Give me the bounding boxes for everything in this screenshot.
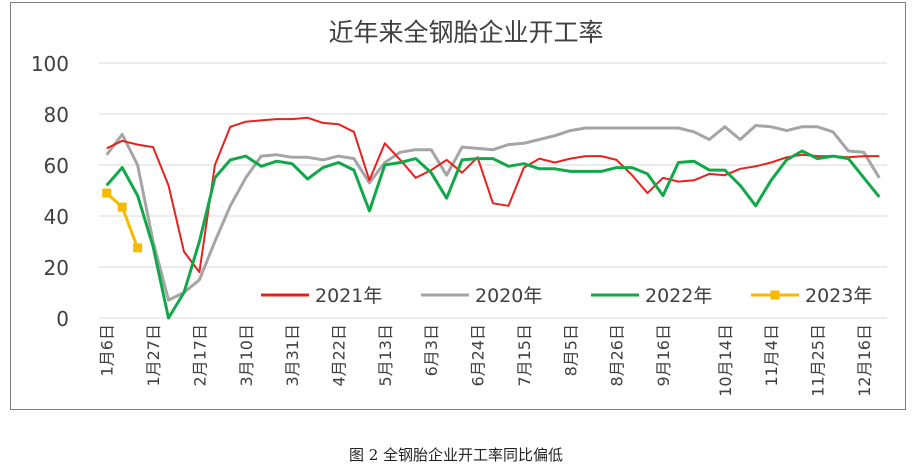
x-tick-label: 4月22日: [329, 324, 348, 387]
legend-label: 2022年: [645, 285, 712, 307]
series-point-3: [102, 188, 112, 198]
legend-label: 2020年: [475, 285, 542, 307]
y-tick-label: 80: [44, 103, 69, 127]
series-line-1: [105, 124, 881, 302]
chart-title: 近年来全钢胎企业开工率: [328, 18, 603, 47]
legend-label: 2023年: [805, 285, 872, 307]
series-line-3: [105, 191, 140, 249]
series-line-2: [105, 149, 881, 320]
y-tick-label: 0: [56, 307, 69, 331]
legend-label: 2021年: [315, 285, 382, 307]
y-tick-label: 60: [44, 154, 69, 178]
legend-marker: [770, 290, 780, 300]
x-tick-label: 6月3日: [422, 324, 441, 376]
series-point-3: [133, 243, 143, 253]
y-tick-label: 20: [44, 256, 69, 280]
x-tick-label: 11月4日: [762, 324, 781, 387]
x-tick-label: 3月10日: [237, 324, 256, 387]
line-chart: 近年来全钢胎企业开工率 0 20 40 60 80 100 1月6日 1月27日 2月17日 3…: [31, 18, 887, 397]
x-tick-label: 10月14日: [716, 324, 735, 397]
x-tick-label: 12月16日: [855, 324, 874, 397]
figure-caption: 图 2 全钢胎企业开工率同比偏低: [348, 446, 564, 464]
x-tick-label: 8月26日: [608, 324, 627, 387]
x-tick-label: 9月16日: [654, 324, 673, 387]
x-tick-label: 1月6日: [98, 324, 117, 376]
x-tick-label: 8月5日: [561, 324, 580, 376]
x-tick-label: 3月31日: [283, 324, 302, 387]
x-tick-label: 7月15日: [515, 324, 534, 387]
series-point-3: [117, 202, 127, 212]
chart-frame: 近年来全钢胎企业开工率 0 20 40 60 80 100 1月6日 1月27日 2月17日 3…: [10, 2, 906, 410]
y-tick-label: 40: [44, 205, 69, 229]
y-tick-label: 100: [31, 52, 69, 76]
x-tick-label: 6月24日: [469, 324, 488, 387]
x-tick-label: 5月13日: [376, 324, 395, 387]
x-tick-label: 11月25日: [808, 324, 827, 397]
x-tick-label: 1月27日: [144, 324, 163, 387]
series-line-0: [106, 116, 880, 274]
x-tick-label: 2月17日: [190, 324, 209, 387]
